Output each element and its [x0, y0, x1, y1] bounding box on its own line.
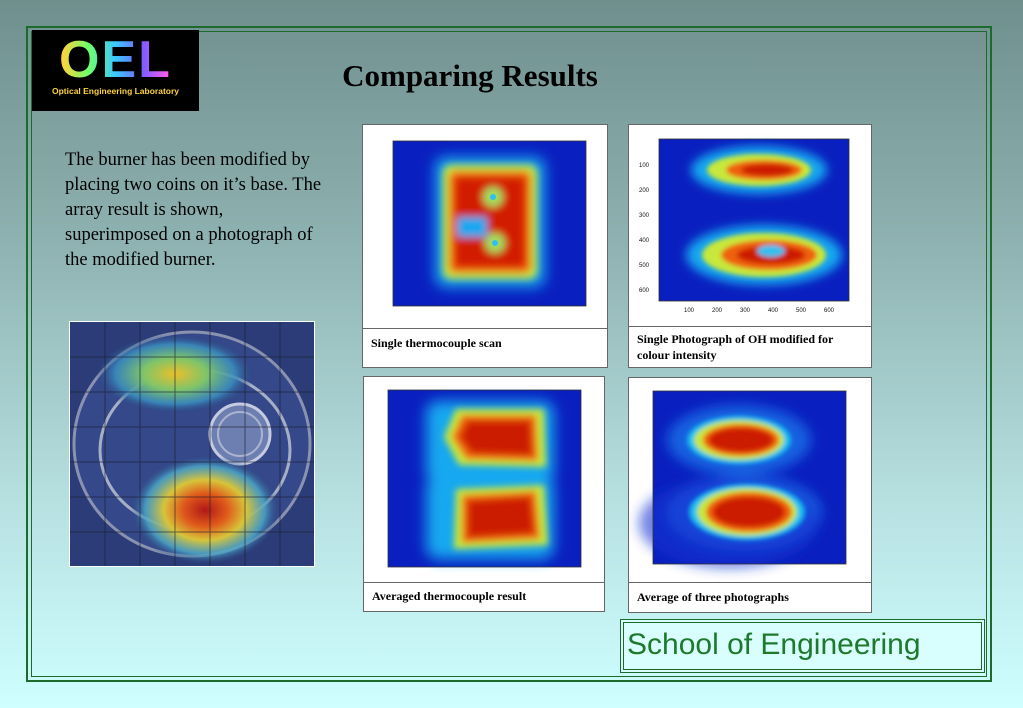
photo-x-tick: 300 [740, 308, 751, 314]
logo-subtitle: Optical Engineering Laboratory [51, 86, 180, 96]
photo-x-tick: 400 [768, 308, 779, 314]
photo-y-tick: 100 [639, 163, 650, 169]
photo-x-tick: 200 [712, 308, 723, 314]
photo-figure: 100 200 300 400 500 600 100 200 300 400 … [628, 124, 872, 327]
photo-y-tick: 200 [639, 188, 650, 194]
photo-caption: Single Photograph of OH modified for col… [628, 326, 872, 368]
footer-school-name: School of Engineering [627, 628, 921, 661]
photo-x-tick: 100 [684, 308, 695, 314]
photo-x-tick: 500 [796, 308, 807, 314]
scan-figure [362, 124, 608, 329]
photo-x-tick: 600 [824, 308, 835, 314]
avg-photo-figure [628, 377, 872, 583]
photo-y-tick: 400 [639, 238, 650, 244]
intro-text: The burner has been modified by placing … [65, 150, 322, 270]
slide-frame-outer [26, 26, 992, 682]
oel-logo: OEL Optical Engineering Laboratory [32, 30, 199, 111]
footer-box-inner [623, 622, 982, 670]
avg-scan-figure [363, 376, 605, 583]
photo-y-tick: 300 [639, 213, 650, 219]
scan-caption: Single thermocouple scan [362, 328, 608, 368]
burner-overlay-photo [69, 321, 315, 567]
photo-y-tick: 500 [639, 263, 650, 269]
slide-title: Comparing Results [342, 58, 598, 93]
footer-box [620, 619, 985, 673]
avg-scan-caption: Averaged thermocouple result [363, 582, 605, 612]
photo-y-tick: 600 [639, 288, 650, 294]
avg-photo-caption: Average of three photographs [628, 582, 872, 613]
logo-word: OEL [36, 34, 195, 86]
slide-frame-inner [31, 31, 987, 677]
